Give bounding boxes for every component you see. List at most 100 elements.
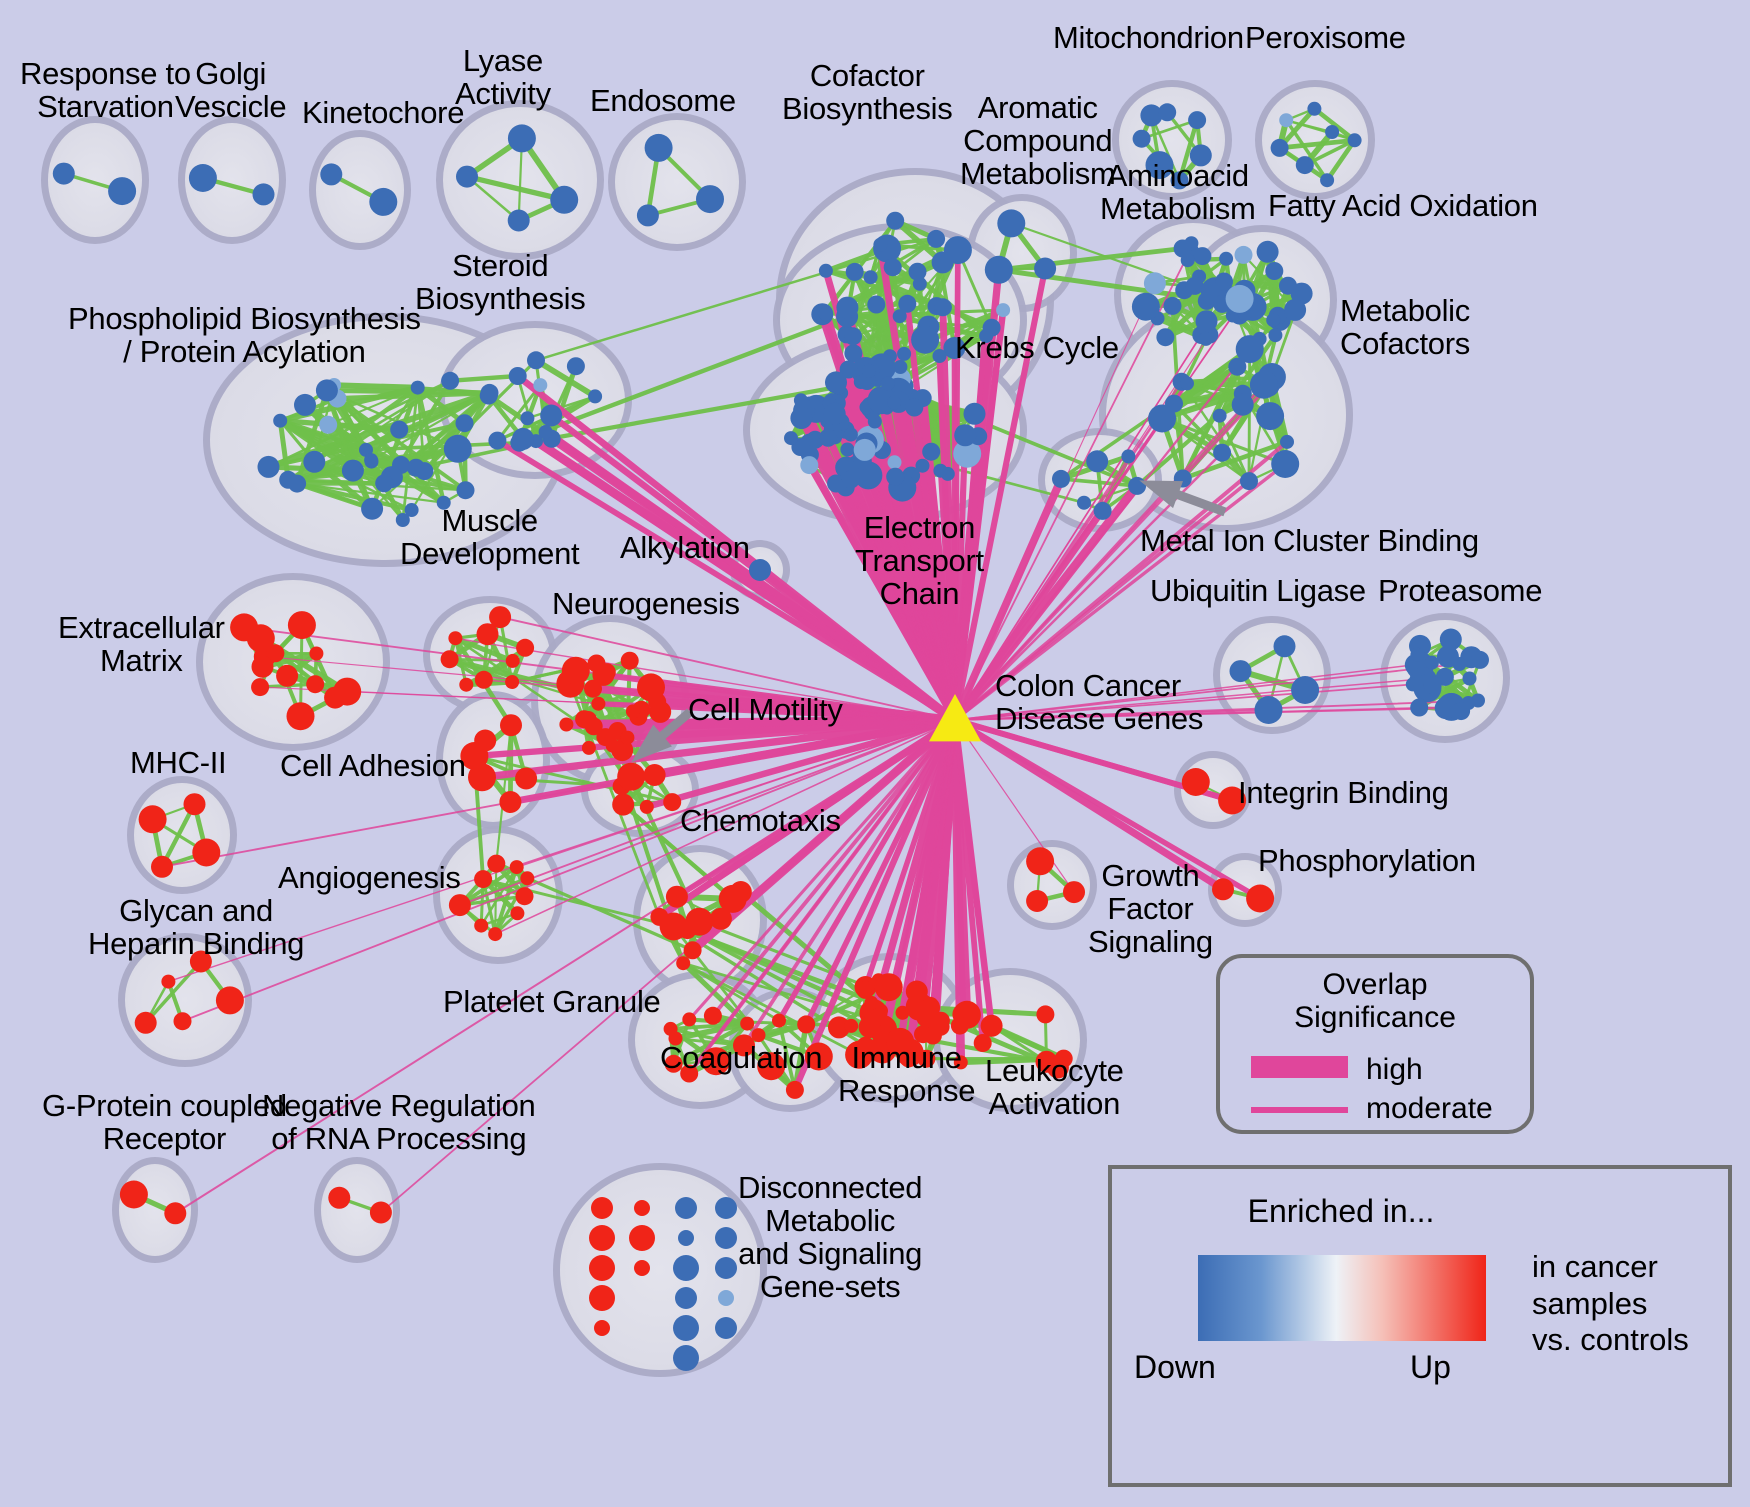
- gene-set-node[interactable]: [515, 767, 538, 790]
- gene-set-node[interactable]: [1280, 434, 1294, 449]
- gene-set-node[interactable]: [1246, 884, 1275, 913]
- gene-set-node[interactable]: [1034, 257, 1057, 280]
- gene-set-node[interactable]: [1436, 645, 1459, 668]
- gene-set-node[interactable]: [1026, 890, 1049, 912]
- gene-set-node[interactable]: [192, 838, 221, 867]
- gene-set-node[interactable]: [1052, 469, 1070, 488]
- gene-set-node[interactable]: [320, 163, 343, 186]
- gene-set-node[interactable]: [996, 303, 1011, 318]
- gene-set-node[interactable]: [328, 1186, 351, 1209]
- gene-set-node[interactable]: [1193, 247, 1212, 266]
- gene-set-node[interactable]: [375, 474, 394, 493]
- gene-set-node[interactable]: [825, 371, 847, 394]
- gene-set-node[interactable]: [905, 398, 924, 417]
- cluster-shell[interactable]: [48, 123, 142, 237]
- gene-set-node[interactable]: [676, 956, 691, 971]
- gene-set-node[interactable]: [441, 371, 460, 390]
- gene-set-node[interactable]: [173, 1012, 192, 1031]
- gene-set-node[interactable]: [151, 855, 173, 878]
- gene-set-node[interactable]: [183, 793, 206, 816]
- gene-set-node[interactable]: [246, 624, 275, 653]
- gene-set-node[interactable]: [1228, 357, 1247, 376]
- gene-set-node[interactable]: [286, 702, 315, 731]
- gene-set-node[interactable]: [718, 884, 747, 913]
- gene-set-node[interactable]: [620, 651, 639, 670]
- gene-set-node[interactable]: [886, 1027, 915, 1056]
- gene-set-node[interactable]: [797, 1015, 816, 1034]
- gene-set-node[interactable]: [1291, 676, 1320, 704]
- gene-set-node[interactable]: [575, 710, 594, 729]
- gene-set-node[interactable]: [1254, 696, 1283, 724]
- gene-set-node[interactable]: [840, 442, 855, 457]
- gene-set-node[interactable]: [1121, 449, 1136, 464]
- gene-set-node[interactable]: [488, 431, 507, 450]
- gene-set-node[interactable]: [893, 360, 908, 374]
- gene-set-node[interactable]: [1086, 450, 1109, 473]
- gene-set-node[interactable]: [718, 1290, 734, 1306]
- gene-set-node[interactable]: [559, 717, 574, 732]
- gene-set-node[interactable]: [880, 376, 895, 391]
- gene-set-node[interactable]: [1240, 472, 1258, 491]
- gene-set-node[interactable]: [507, 124, 536, 153]
- gene-set-node[interactable]: [1295, 156, 1314, 175]
- gene-set-node[interactable]: [266, 644, 285, 663]
- gene-set-node[interactable]: [510, 906, 525, 921]
- gene-set-node[interactable]: [1249, 370, 1278, 399]
- gene-set-node[interactable]: [1158, 103, 1177, 122]
- gene-set-node[interactable]: [883, 258, 902, 277]
- gene-set-node[interactable]: [581, 740, 596, 755]
- gene-set-node[interactable]: [1279, 276, 1297, 295]
- gene-set-node[interactable]: [1195, 310, 1218, 333]
- gene-set-node[interactable]: [1156, 328, 1175, 347]
- gene-set-node[interactable]: [287, 611, 316, 640]
- gene-set-node[interactable]: [443, 434, 472, 463]
- gene-set-node[interactable]: [505, 675, 520, 689]
- gene-set-node[interactable]: [474, 918, 489, 933]
- gene-set-node[interactable]: [908, 262, 927, 281]
- gene-set-node[interactable]: [673, 1315, 699, 1341]
- gene-set-node[interactable]: [905, 980, 928, 1003]
- gene-set-node[interactable]: [933, 298, 952, 317]
- gene-set-node[interactable]: [659, 912, 688, 941]
- gene-set-node[interactable]: [1256, 402, 1285, 431]
- gene-set-node[interactable]: [1410, 698, 1429, 717]
- gene-set-node[interactable]: [589, 1225, 615, 1251]
- gene-set-node[interactable]: [927, 229, 946, 248]
- gene-set-node[interactable]: [1026, 847, 1055, 876]
- gene-set-node[interactable]: [873, 237, 888, 252]
- gene-set-node[interactable]: [164, 1202, 187, 1225]
- gene-set-node[interactable]: [886, 467, 905, 486]
- gene-set-node[interactable]: [1215, 272, 1233, 291]
- gene-set-node[interactable]: [874, 973, 903, 1002]
- gene-set-node[interactable]: [138, 805, 167, 834]
- gene-set-node[interactable]: [309, 646, 324, 661]
- gene-set-node[interactable]: [836, 296, 859, 319]
- gene-set-node[interactable]: [864, 995, 879, 1010]
- gene-set-node[interactable]: [954, 424, 977, 447]
- gene-set-node[interactable]: [818, 306, 833, 321]
- gene-set-node[interactable]: [1218, 786, 1247, 815]
- gene-set-node[interactable]: [634, 1260, 650, 1276]
- gene-set-node[interactable]: [341, 459, 364, 482]
- gene-set-node[interactable]: [620, 730, 635, 745]
- gene-set-node[interactable]: [487, 854, 506, 873]
- gene-set-node[interactable]: [456, 165, 478, 188]
- gene-set-node[interactable]: [499, 791, 522, 813]
- gene-set-node[interactable]: [410, 380, 425, 395]
- gene-set-node[interactable]: [856, 1036, 875, 1055]
- gene-set-node[interactable]: [566, 357, 585, 376]
- gene-set-node[interactable]: [680, 1064, 699, 1083]
- gene-set-node[interactable]: [594, 1320, 610, 1336]
- gene-set-node[interactable]: [785, 1080, 804, 1099]
- gene-set-node[interactable]: [1271, 450, 1300, 478]
- gene-set-node[interactable]: [479, 386, 498, 405]
- gene-set-node[interactable]: [1410, 647, 1425, 662]
- gene-set-node[interactable]: [488, 927, 503, 942]
- gene-set-node[interactable]: [867, 295, 886, 314]
- gene-set-node[interactable]: [508, 367, 527, 385]
- gene-set-node[interactable]: [897, 346, 912, 361]
- gene-set-node[interactable]: [665, 885, 688, 908]
- gene-set-node[interactable]: [844, 327, 862, 346]
- gene-set-node[interactable]: [1256, 240, 1279, 263]
- gene-set-node[interactable]: [515, 887, 534, 906]
